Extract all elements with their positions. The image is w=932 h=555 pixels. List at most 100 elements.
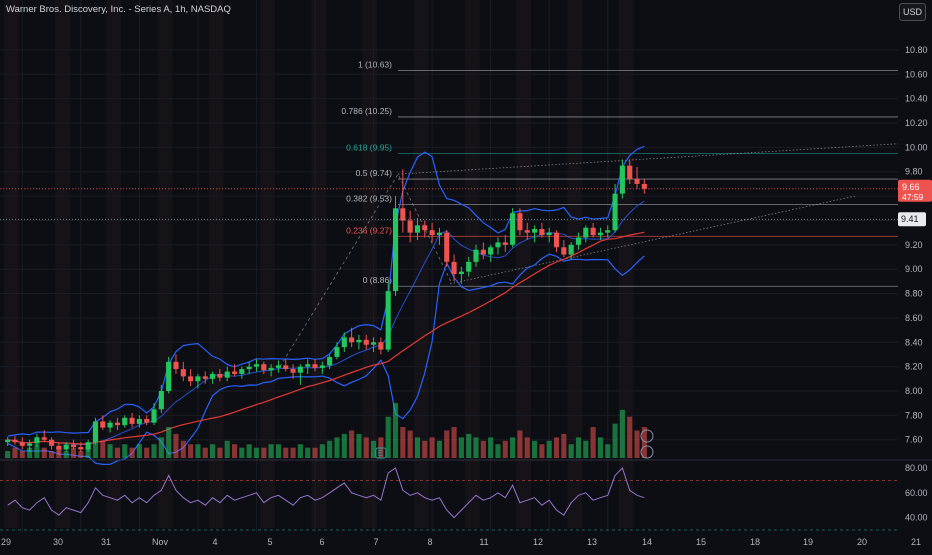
candle (539, 222, 545, 238)
candle-body (63, 444, 69, 450)
candle-body (136, 419, 142, 424)
volume-bar (19, 451, 25, 458)
candle (5, 437, 11, 446)
rsi-line (7, 467, 645, 519)
volume-bar (568, 444, 574, 458)
x-tick-label: 14 (642, 537, 652, 547)
volume-bar (363, 437, 369, 458)
volume-bar (312, 447, 318, 458)
candle-body (436, 232, 442, 236)
volume-bar (283, 447, 289, 458)
candle (392, 196, 399, 296)
candle-body (5, 439, 11, 443)
candle-body (239, 369, 245, 374)
session-shade (4, 0, 19, 528)
candle (466, 257, 472, 277)
candle (502, 235, 508, 253)
volume-bar (290, 447, 296, 458)
volume-bar (605, 444, 611, 458)
candle (188, 369, 194, 387)
volume-bar (597, 437, 603, 458)
volume-bar (114, 447, 120, 458)
y-tick-label: 9.00 (905, 264, 923, 274)
volume-bar (129, 447, 135, 458)
volume-bar (473, 437, 479, 458)
candle-body (305, 364, 311, 367)
candle (63, 442, 69, 452)
currency-button[interactable]: USD (899, 3, 926, 21)
candle-body (641, 183, 647, 189)
candle-body (532, 228, 538, 233)
candle (444, 230, 450, 267)
candle (641, 179, 647, 194)
fib-level-label: 0 (8.86) (363, 275, 392, 285)
candle-body (180, 369, 186, 377)
volume-bar (444, 430, 450, 458)
volume-bar (158, 437, 164, 458)
volume-bar (488, 437, 494, 458)
candle (619, 159, 625, 199)
volume-bar (217, 447, 223, 458)
volume-bar (400, 427, 406, 458)
candle (524, 222, 530, 240)
candle (283, 359, 289, 372)
candle (575, 232, 582, 250)
volume-bar (166, 427, 172, 458)
volume-bar (414, 437, 421, 458)
candle-body (407, 220, 413, 233)
volume-bar (510, 437, 516, 458)
volume-bar (253, 447, 260, 458)
volume-bar (619, 409, 625, 458)
x-tick-label: 19 (803, 537, 813, 547)
last-price-tag (898, 179, 932, 202)
candle-body (334, 347, 340, 357)
volume-bar (268, 444, 274, 458)
candle-body (444, 232, 450, 262)
candle-body (78, 447, 84, 450)
candle-body (341, 337, 347, 348)
candle (12, 436, 18, 445)
candle (553, 230, 560, 253)
candle-body (422, 225, 428, 231)
volume-bar (502, 440, 508, 458)
candle (210, 371, 216, 384)
volume-bar (532, 440, 538, 458)
candle-body (297, 366, 303, 373)
candle-body (627, 165, 633, 180)
zigzag-line (279, 173, 453, 367)
volume-bar (422, 440, 428, 458)
rsi-tick-label: 60.00 (905, 488, 928, 498)
y-tick-label: 8.40 (905, 337, 923, 347)
candle-body (92, 421, 99, 443)
fib-level-label: 0.382 (9.53) (346, 194, 392, 204)
candle (451, 254, 457, 282)
candle-body (385, 291, 391, 350)
volume-bar (466, 433, 472, 458)
candle (371, 337, 377, 353)
volume-bar (480, 440, 486, 458)
candle-body (261, 364, 267, 371)
volume-bar (210, 444, 216, 458)
candle-body (458, 271, 464, 275)
candle (253, 359, 260, 372)
session-shade (465, 0, 480, 528)
y-tick-label: 10.80 (905, 45, 928, 55)
candle (239, 366, 245, 379)
candle-body (466, 261, 472, 272)
volume-bar (297, 444, 303, 458)
candle-body (217, 373, 223, 378)
candle (319, 361, 325, 374)
candle (49, 437, 55, 450)
candle (612, 183, 618, 233)
volume-bar (224, 440, 230, 458)
bollinger-basis (7, 200, 645, 446)
candle-body (49, 439, 55, 446)
candle-body (246, 366, 252, 370)
candle (561, 239, 567, 258)
candle-body (107, 422, 113, 428)
countdown-label: 47:59 (902, 192, 924, 202)
x-tick-label: 4 (212, 537, 217, 547)
candle (107, 420, 113, 433)
